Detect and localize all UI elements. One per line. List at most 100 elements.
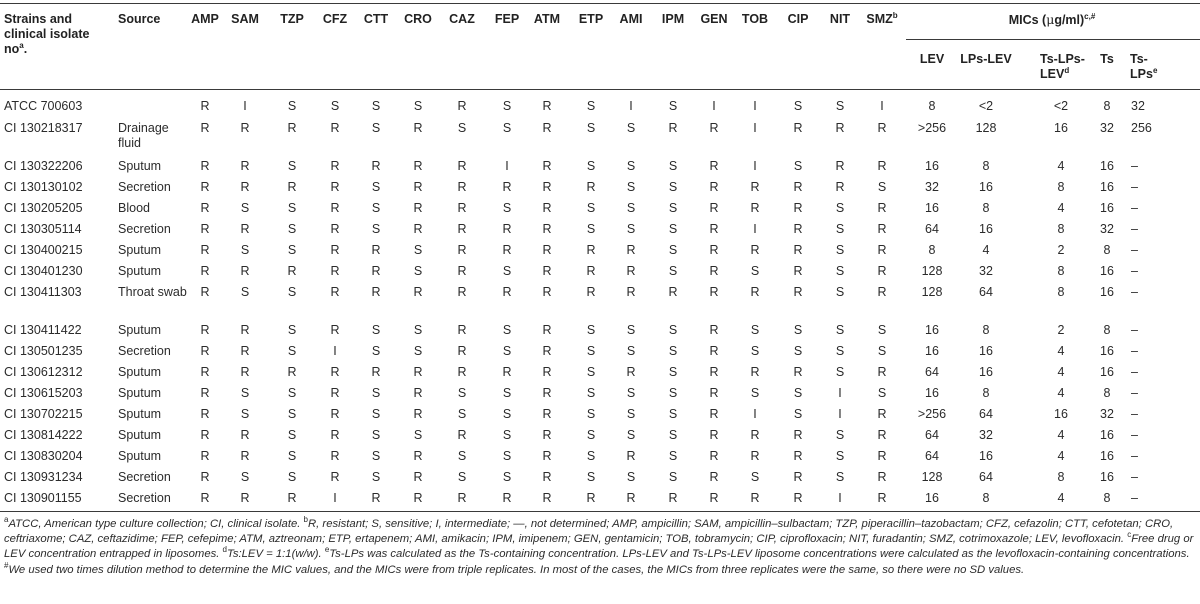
row-susceptibility-cell: S (626, 407, 636, 421)
row-susceptibility-cell: R (793, 264, 803, 278)
row-susceptibility-cell: R (457, 201, 467, 215)
foot-sup-a: a (4, 515, 9, 525)
row-susceptibility-cell: S (287, 386, 297, 400)
header-strains-line1: Strains and (4, 12, 73, 26)
row-susceptibility-cell: S (877, 386, 887, 400)
row-mic-cell: 32 (1100, 407, 1114, 421)
row-mic-cell: – (1131, 386, 1138, 400)
row-susceptibility-cell: S (371, 428, 381, 442)
row-isolate-id: CI 130615203 (4, 386, 83, 400)
row-mic-cell: 8 (1103, 243, 1111, 257)
header-mics: MICs (μg/ml)c,# (1009, 12, 1096, 28)
row-susceptibility-cell: S (586, 344, 596, 358)
row-susceptibility-cell: R (457, 323, 467, 337)
header-abx-6: CAZ (449, 12, 475, 26)
row-susceptibility-cell: S (371, 449, 381, 463)
row-mic-cell: 8 (1057, 264, 1065, 278)
row-mic-cell: 16 (1100, 365, 1114, 379)
row-mic-cell: 8 (1057, 285, 1065, 299)
row-susceptibility-cell: S (626, 222, 636, 236)
row-susceptibility-cell: S (668, 180, 678, 194)
row-susceptibility-cell: R (750, 365, 760, 379)
row-susceptibility-cell: R (750, 491, 760, 505)
row-isolate-id: CI 130305114 (4, 222, 82, 236)
row-susceptibility-cell: S (793, 386, 803, 400)
row-susceptibility-cell: R (709, 428, 719, 442)
row-susceptibility-cell: R (200, 428, 210, 442)
row-mic-cell: 8 (928, 243, 936, 257)
row-susceptibility-cell: R (877, 243, 887, 257)
row-susceptibility-cell: R (330, 407, 340, 421)
row-susceptibility-cell: S (586, 407, 596, 421)
row-susceptibility-cell: R (709, 159, 719, 173)
row-susceptibility-cell: R (793, 491, 803, 505)
ts-lps-line1: Ts- (1130, 52, 1148, 66)
row-source: Blood (118, 201, 150, 215)
row-susceptibility-cell: R (709, 407, 719, 421)
row-susceptibility-cell: R (200, 99, 210, 113)
row-isolate-id: CI 130931234 (4, 470, 83, 484)
row-source: Sputum (118, 243, 162, 257)
row-susceptibility-cell: S (626, 470, 636, 484)
row-mic-cell: 16 (925, 386, 939, 400)
row-susceptibility-cell: R (709, 180, 719, 194)
row-mic-cell: 16 (1054, 121, 1068, 135)
row-susceptibility-cell: S (793, 344, 803, 358)
row-source: Throat swab (118, 285, 187, 299)
row-susceptibility-cell: S (457, 121, 467, 135)
row-mic-cell: 64 (925, 222, 939, 236)
row-susceptibility-cell: R (240, 264, 250, 278)
row-isolate-id: CI 130205205 (4, 201, 83, 215)
row-susceptibility-cell: S (287, 449, 297, 463)
row-isolate-id: CI 130501235 (4, 344, 83, 358)
row-susceptibility-cell: R (200, 449, 210, 463)
row-susceptibility-cell: R (371, 243, 381, 257)
row-susceptibility-cell: R (413, 449, 423, 463)
row-susceptibility-cell: R (457, 222, 467, 236)
row-susceptibility-cell: S (502, 264, 512, 278)
row-susceptibility-cell: R (413, 121, 423, 135)
row-susceptibility-cell: R (413, 386, 423, 400)
row-susceptibility-cell: S (877, 323, 887, 337)
row-susceptibility-cell: R (330, 243, 340, 257)
row-mic-cell: 16 (925, 491, 939, 505)
header-abx-10: AMI (619, 12, 643, 26)
row-mic-cell: 8 (1057, 222, 1065, 236)
row-susceptibility-cell: R (413, 222, 423, 236)
row-susceptibility-cell: R (877, 407, 887, 421)
row-susceptibility-cell: R (626, 264, 636, 278)
row-susceptibility-cell: R (330, 201, 340, 215)
row-susceptibility-cell: S (502, 428, 512, 442)
row-susceptibility-cell: R (502, 285, 512, 299)
row-susceptibility-cell: R (877, 428, 887, 442)
row-susceptibility-cell: S (668, 99, 678, 113)
foot-sup-b: b (303, 515, 308, 525)
row-susceptibility-cell: R (793, 449, 803, 463)
row-susceptibility-cell: R (750, 243, 760, 257)
row-isolate-id: CI 130830204 (4, 449, 83, 463)
row-susceptibility-cell: S (502, 344, 512, 358)
row-susceptibility-cell: S (835, 243, 845, 257)
row-susceptibility-cell: R (626, 243, 636, 257)
row-susceptibility-cell: R (413, 285, 423, 299)
row-susceptibility-cell: S (835, 323, 845, 337)
row-mic-cell: 8 (1103, 99, 1111, 113)
row-susceptibility-cell: R (502, 243, 512, 257)
row-mic-cell: 32 (979, 264, 993, 278)
row-susceptibility-cell: S (835, 428, 845, 442)
row-susceptibility-cell: R (200, 264, 210, 278)
row-mic-cell: 16 (1100, 201, 1114, 215)
header-strains-sup: a (19, 40, 24, 50)
row-source: Secretion (118, 344, 171, 358)
row-susceptibility-cell: S (835, 365, 845, 379)
row-susceptibility-cell: R (287, 491, 297, 505)
row-mic-cell: 64 (925, 449, 939, 463)
header-abx-13: TOB (741, 12, 769, 26)
row-susceptibility-cell: R (200, 323, 210, 337)
row-susceptibility-cell: S (502, 407, 512, 421)
row-susceptibility-cell: R (287, 264, 297, 278)
mics-group-rule (906, 39, 1200, 40)
row-susceptibility-cell: S (413, 344, 423, 358)
row-mic-cell: – (1131, 407, 1138, 421)
row-susceptibility-cell: S (750, 323, 760, 337)
